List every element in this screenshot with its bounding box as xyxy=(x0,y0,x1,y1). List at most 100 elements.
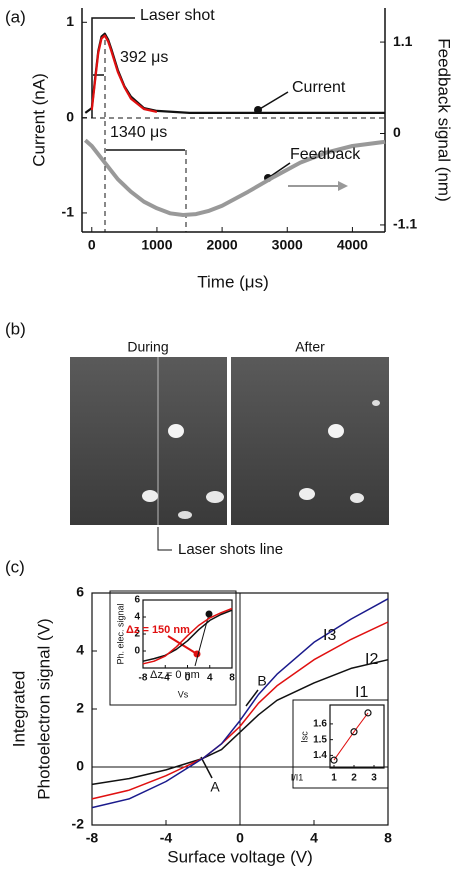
x-axis-label: Surface voltage (V) xyxy=(167,847,313,866)
spot xyxy=(178,511,192,519)
y-tick-label: -1 xyxy=(62,204,75,220)
x-tick-label: 4 xyxy=(310,830,318,846)
spot xyxy=(142,490,158,502)
x-tick-label: 3000 xyxy=(272,237,303,253)
laser-shot-connector xyxy=(91,17,135,118)
annotation: 1340 μs xyxy=(110,124,167,141)
y-tick-label: 0 xyxy=(76,758,84,774)
point xyxy=(350,728,358,736)
y-tick-label: 1.6 xyxy=(313,719,327,730)
annotation: A xyxy=(210,779,220,795)
callout-line xyxy=(267,162,291,179)
y2-tick-label: -1.1 xyxy=(393,216,417,232)
spot xyxy=(206,491,224,503)
pointer xyxy=(245,689,259,707)
y2-axis-label: Feedback signal (nm) xyxy=(435,38,454,201)
x-tick-label: -8 xyxy=(139,673,148,684)
series-line xyxy=(83,138,386,217)
fit-line xyxy=(333,712,369,761)
annotation: Laser shot xyxy=(140,7,215,24)
y-axis-label: Photoelectron signal (V) xyxy=(34,618,53,799)
panel-label: (b) xyxy=(5,319,26,338)
x-tick-label: -8 xyxy=(86,830,99,846)
x-tick-label: -4 xyxy=(160,830,173,846)
series-line xyxy=(90,34,158,113)
spot xyxy=(350,493,364,503)
y-tick-label: 1.5 xyxy=(313,734,327,745)
chart: 1 2 3 1.4 1.5 1.6 I/I1 Isc xyxy=(291,704,385,784)
y-tick-label: 1.4 xyxy=(313,750,327,761)
spot xyxy=(299,488,315,500)
x-tick-label: -4 xyxy=(161,673,170,684)
annotation: Δz = 150 nm xyxy=(126,624,190,636)
y-tick-label: 6 xyxy=(134,595,140,606)
x-tick-label: 0 xyxy=(88,237,96,253)
image-caption: During xyxy=(127,339,168,355)
y-tick-label: 6 xyxy=(76,584,84,600)
annotation: Δz = 0 nm xyxy=(150,669,200,681)
series-label: I2 xyxy=(365,651,378,668)
y-tick-label: 0 xyxy=(134,646,140,657)
annotation: 392 μs xyxy=(120,49,168,66)
x-axis-label: Time (μs) xyxy=(197,272,269,291)
x-tick-label: 8 xyxy=(229,673,235,684)
chart: -8 -4 0 4 8 0 2 4 6 Vs Ph. elec. signal Δz = 150 nm… xyxy=(115,595,235,700)
axis-arrow-head xyxy=(338,181,348,191)
chart: 0 1000 2000 3000 4000 -1 0 1 -1.1 0 1.1 (a) Time (μs… xyxy=(5,7,454,291)
annotation: Current xyxy=(292,79,346,96)
x-tick-label: 4 xyxy=(207,673,213,684)
x-axis-label: Vs xyxy=(178,689,189,699)
y-tick-label: 2 xyxy=(76,700,84,716)
y-tick-label: 4 xyxy=(76,642,84,658)
series-line xyxy=(142,607,233,665)
y2-tick-label: 0 xyxy=(393,124,401,140)
annotation: Laser shots line xyxy=(178,541,283,558)
point xyxy=(330,756,338,764)
spot xyxy=(168,424,184,438)
x-tick-label: 1000 xyxy=(141,237,172,253)
annotation: Feedback xyxy=(290,146,361,163)
series-label: I3 xyxy=(323,627,336,644)
x-tick-label: 0 xyxy=(236,830,244,846)
annotation: B xyxy=(257,673,266,689)
y2-tick-label: 1.1 xyxy=(393,33,413,49)
image-caption: After xyxy=(295,339,325,355)
annotation-line xyxy=(157,527,172,551)
series-line xyxy=(91,598,389,809)
series-label: I1 xyxy=(355,684,368,701)
y-tick-label: 2 xyxy=(134,629,140,640)
inset-box xyxy=(292,699,389,789)
y-tick-label: 1 xyxy=(66,13,74,29)
chart: -8 -4 0 4 8 -2 0 2 4 6 I1 I2 I3 (c) Surface voltage (V… xyxy=(5,557,392,866)
image-after xyxy=(231,357,389,525)
spot xyxy=(328,424,344,438)
y-axis-label: Isc xyxy=(299,731,309,743)
stm-images xyxy=(70,357,389,525)
spot xyxy=(372,400,380,406)
series-line xyxy=(142,609,233,662)
y-tick-label: 0 xyxy=(66,108,74,124)
series-line xyxy=(91,658,389,786)
y-axis-label: Integrated xyxy=(9,671,28,748)
x-tick-label: 8 xyxy=(384,830,392,846)
series-line xyxy=(84,32,385,114)
x-axis-label: I/I1 xyxy=(291,772,304,782)
panel-label: (a) xyxy=(5,7,26,26)
x-tick-label: 2000 xyxy=(207,237,238,253)
point xyxy=(364,709,372,717)
x-tick-label: 1 xyxy=(331,773,337,784)
inset-box xyxy=(109,590,237,706)
y-tick-label: 4 xyxy=(134,612,140,623)
callout-line xyxy=(257,91,289,111)
y-axis-label: Current (nA) xyxy=(29,73,48,167)
plot-frame xyxy=(329,704,385,769)
x-tick-label: 0 xyxy=(185,673,191,684)
y-tick-label: -2 xyxy=(72,816,85,832)
series-line xyxy=(91,621,389,800)
x-tick-label: 2 xyxy=(351,773,357,784)
x-tick-label: 3 xyxy=(371,773,377,784)
y-axis-label: Ph. elec. signal xyxy=(115,603,125,664)
